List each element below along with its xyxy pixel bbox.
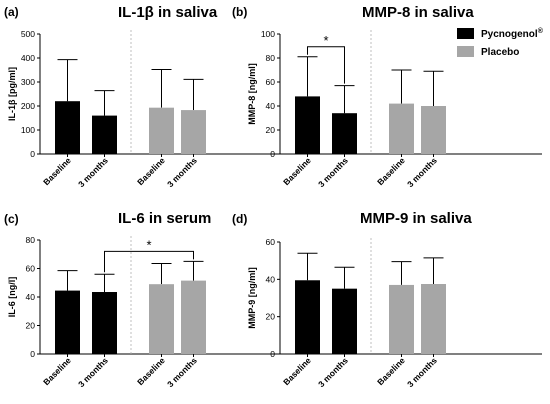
y-tick-label: 20 (26, 321, 36, 331)
y-axis-label: IL-1β [pg/ml] (7, 67, 17, 121)
y-tick-label: 0 (30, 149, 35, 159)
bar (181, 110, 206, 154)
y-tick-label: 0 (270, 349, 275, 359)
y-tick-label: 500 (21, 29, 35, 39)
x-tick-label: 3 months (316, 155, 350, 189)
panel-label: (b) (232, 5, 247, 19)
x-tick-label: Baseline (375, 355, 407, 387)
bar (421, 106, 446, 154)
y-tick-label: 20 (266, 125, 276, 135)
y-tick-label: 300 (21, 77, 35, 87)
legend-label: Placebo (481, 47, 519, 58)
legend-swatch (457, 28, 474, 39)
legend: Pycnogenol® Placebo (457, 27, 544, 58)
y-tick-label: 40 (266, 274, 276, 284)
y-tick-label: 400 (21, 53, 35, 63)
x-tick-label: Baseline (41, 155, 73, 187)
panel-title: IL-1β in saliva (118, 4, 218, 21)
significance-bracket (104, 250, 194, 273)
y-tick-label: 100 (21, 125, 35, 135)
y-tick-label: 40 (266, 101, 276, 111)
y-tick-label: 80 (26, 235, 36, 245)
x-tick-label: 3 months (316, 355, 350, 389)
panel-label: (a) (4, 5, 19, 19)
x-tick-label: Baseline (281, 155, 313, 187)
significance-bracket (307, 46, 345, 84)
panel-title: MMP-8 in saliva (362, 4, 474, 21)
x-tick-label: Baseline (375, 155, 407, 187)
panel-label: (c) (4, 212, 19, 226)
x-tick-label: Baseline (135, 355, 167, 387)
legend-superscript: ® (538, 27, 544, 35)
y-tick-label: 0 (270, 149, 275, 159)
bar (55, 101, 80, 154)
panel-1: (b) MMP-8 in saliva MMP-8 [ng/ml] 0 20 40 60 80… (232, 4, 542, 189)
x-tick-label: Baseline (281, 355, 313, 387)
bar (421, 284, 446, 354)
significance-label: * (146, 237, 151, 252)
x-tick-label: 3 months (165, 355, 199, 389)
bar (332, 288, 357, 354)
bar (389, 284, 414, 354)
bar (92, 115, 117, 154)
y-tick-label: 0 (30, 349, 35, 359)
bar (389, 103, 414, 154)
legend-label: Pycnogenol® (481, 27, 544, 40)
bar (332, 113, 357, 154)
panel-title: MMP-9 in saliva (360, 210, 472, 227)
y-tick-label: 60 (266, 237, 276, 247)
bar (55, 290, 80, 354)
panel-label: (d) (232, 212, 247, 226)
panel-title: IL-6 in serum (118, 210, 211, 227)
y-axis-label: MMP-9 [ng/ml] (247, 267, 257, 329)
y-axis-label: IL-6 [ng/l] (7, 277, 17, 318)
bar (295, 96, 320, 154)
y-tick-label: 60 (266, 77, 276, 87)
bar (149, 284, 174, 354)
bar (181, 280, 206, 354)
y-axis-label: MMP-8 [ng/ml] (247, 63, 257, 125)
y-tick-label: 60 (26, 264, 36, 274)
y-tick-label: 80 (266, 53, 276, 63)
x-tick-label: Baseline (41, 355, 73, 387)
x-tick-label: 3 months (76, 155, 110, 189)
legend-swatch (457, 46, 474, 57)
panel-3: (d) MMP-9 in saliva MMP-9 [ng/ml] 0 20 40 60 Ba… (232, 210, 542, 389)
y-tick-label: 40 (26, 292, 36, 302)
x-tick-label: 3 months (165, 155, 199, 189)
y-tick-label: 20 (266, 312, 276, 322)
bar (92, 292, 117, 354)
y-tick-label: 200 (21, 101, 35, 111)
x-tick-label: 3 months (76, 355, 110, 389)
bar (149, 107, 174, 154)
x-tick-label: 3 months (405, 355, 439, 389)
bar (295, 280, 320, 354)
x-tick-label: 3 months (405, 155, 439, 189)
x-tick-label: Baseline (135, 155, 167, 187)
significance-label: * (323, 33, 328, 48)
y-tick-label: 100 (261, 29, 275, 39)
